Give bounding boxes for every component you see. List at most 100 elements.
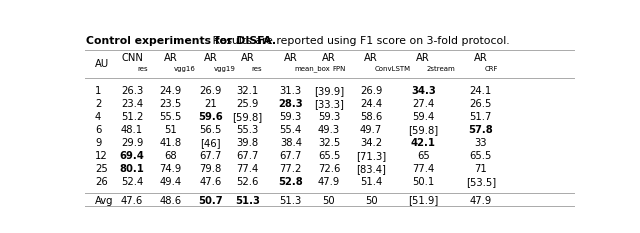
Text: 48.1: 48.1	[121, 125, 143, 135]
Text: 71: 71	[474, 164, 487, 174]
Text: 24.4: 24.4	[360, 99, 382, 109]
Text: 52.6: 52.6	[236, 178, 259, 187]
Text: vgg16: vgg16	[174, 66, 196, 72]
Text: 50: 50	[365, 195, 378, 206]
Text: 58.6: 58.6	[360, 112, 382, 122]
Text: 51.3: 51.3	[236, 195, 260, 206]
Text: 41.8: 41.8	[160, 138, 182, 148]
Text: 77.2: 77.2	[280, 164, 302, 174]
Text: 26.5: 26.5	[470, 99, 492, 109]
Text: [83.4]: [83.4]	[356, 164, 386, 174]
Text: 32.1: 32.1	[237, 86, 259, 96]
Text: 26.9: 26.9	[199, 86, 221, 96]
Text: 47.9: 47.9	[470, 195, 492, 206]
Text: 57.8: 57.8	[468, 125, 493, 135]
Text: 67.7: 67.7	[199, 151, 221, 161]
Text: 77.4: 77.4	[412, 164, 435, 174]
Text: mean_box: mean_box	[294, 65, 330, 72]
Text: 79.8: 79.8	[199, 164, 221, 174]
Text: 12: 12	[95, 151, 108, 161]
Text: 69.4: 69.4	[120, 151, 145, 161]
Text: [71.3]: [71.3]	[356, 151, 386, 161]
Text: Control experiments for DISFA.: Control experiments for DISFA.	[86, 36, 276, 46]
Text: 59.4: 59.4	[412, 112, 435, 122]
Text: CRF: CRF	[484, 66, 498, 72]
Text: 55.4: 55.4	[280, 125, 302, 135]
Text: AR: AR	[322, 53, 336, 63]
Text: 26.3: 26.3	[121, 86, 143, 96]
Text: 28.3: 28.3	[278, 99, 303, 109]
Text: 59.6: 59.6	[198, 112, 223, 122]
Text: 51.4: 51.4	[360, 178, 382, 187]
Text: 74.9: 74.9	[159, 164, 182, 174]
Text: 65.5: 65.5	[470, 151, 492, 161]
Text: 49.7: 49.7	[360, 125, 382, 135]
Text: AR: AR	[204, 53, 218, 63]
Text: 42.1: 42.1	[411, 138, 436, 148]
Text: 24.1: 24.1	[470, 86, 492, 96]
Text: [39.9]: [39.9]	[314, 86, 344, 96]
Text: 23.5: 23.5	[159, 99, 182, 109]
Text: CNN: CNN	[121, 53, 143, 63]
Text: 34.2: 34.2	[360, 138, 382, 148]
Text: [53.5]: [53.5]	[466, 178, 496, 187]
Text: 49.4: 49.4	[160, 178, 182, 187]
Text: 65: 65	[417, 151, 429, 161]
Text: 67.7: 67.7	[280, 151, 302, 161]
Text: 31.3: 31.3	[280, 86, 302, 96]
Text: [51.9]: [51.9]	[408, 195, 438, 206]
Text: 59.3: 59.3	[280, 112, 302, 122]
Text: 48.6: 48.6	[160, 195, 182, 206]
Text: 21: 21	[204, 99, 217, 109]
Text: 34.3: 34.3	[411, 86, 436, 96]
Text: 47.6: 47.6	[199, 178, 221, 187]
Text: res: res	[251, 66, 262, 72]
Text: ConvLSTM: ConvLSTM	[374, 66, 411, 72]
Text: 51: 51	[164, 125, 177, 135]
Text: 52.4: 52.4	[121, 178, 143, 187]
Text: 47.9: 47.9	[318, 178, 340, 187]
Text: 1: 1	[95, 86, 101, 96]
Text: AR: AR	[164, 53, 178, 63]
Text: 25.9: 25.9	[236, 99, 259, 109]
Text: AR: AR	[417, 53, 430, 63]
Text: 26.9: 26.9	[360, 86, 382, 96]
Text: 59.3: 59.3	[318, 112, 340, 122]
Text: vgg19: vgg19	[214, 66, 236, 72]
Text: 4: 4	[95, 112, 101, 122]
Text: 2stream: 2stream	[427, 66, 456, 72]
Text: res: res	[137, 66, 148, 72]
Text: AR: AR	[474, 53, 488, 63]
Text: 50.7: 50.7	[198, 195, 223, 206]
Text: 65.5: 65.5	[318, 151, 340, 161]
Text: [33.3]: [33.3]	[314, 99, 344, 109]
Text: 50.1: 50.1	[412, 178, 435, 187]
Text: 67.7: 67.7	[236, 151, 259, 161]
Text: 2: 2	[95, 99, 101, 109]
Text: 56.5: 56.5	[199, 125, 221, 135]
Text: [59.8]: [59.8]	[232, 112, 262, 122]
Text: 47.6: 47.6	[121, 195, 143, 206]
Text: 51.3: 51.3	[280, 195, 302, 206]
Text: 51.2: 51.2	[121, 112, 143, 122]
Text: 80.1: 80.1	[120, 164, 145, 174]
Text: 50: 50	[323, 195, 335, 206]
Text: Avg: Avg	[95, 195, 113, 206]
Text: FPN: FPN	[332, 66, 346, 72]
Text: 72.6: 72.6	[318, 164, 340, 174]
Text: AR: AR	[241, 53, 255, 63]
Text: 55.5: 55.5	[159, 112, 182, 122]
Text: 39.8: 39.8	[237, 138, 259, 148]
Text: 9: 9	[95, 138, 101, 148]
Text: 49.3: 49.3	[318, 125, 340, 135]
Text: 27.4: 27.4	[412, 99, 435, 109]
Text: [46]: [46]	[200, 138, 221, 148]
Text: 68: 68	[164, 151, 177, 161]
Text: AR: AR	[284, 53, 298, 63]
Text: 6: 6	[95, 125, 101, 135]
Text: 23.4: 23.4	[121, 99, 143, 109]
Text: 52.8: 52.8	[278, 178, 303, 187]
Text: 25: 25	[95, 164, 108, 174]
Text: 77.4: 77.4	[237, 164, 259, 174]
Text: [59.8]: [59.8]	[408, 125, 438, 135]
